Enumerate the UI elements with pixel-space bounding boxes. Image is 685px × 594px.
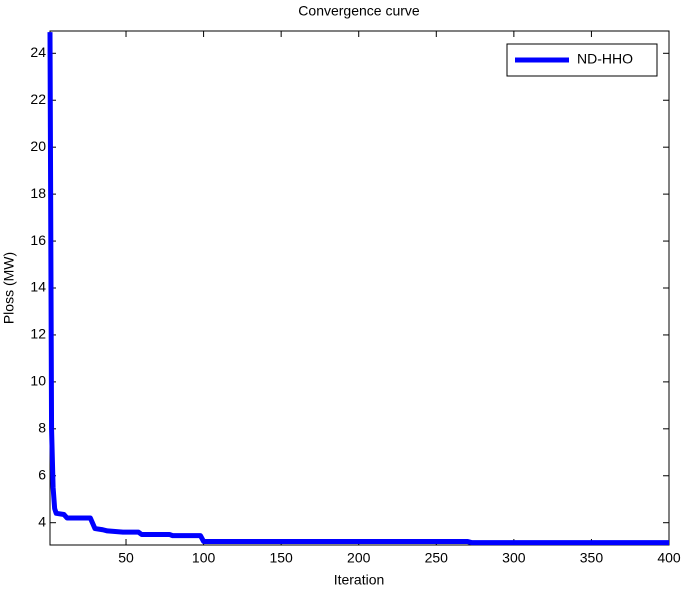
y-tick-label: 18: [30, 185, 46, 201]
chart-title: Convergence curve: [298, 3, 420, 19]
y-tick-label: 6: [38, 466, 46, 482]
y-tick-label: 10: [30, 373, 46, 389]
y-axis-label: Ploss (MW): [1, 252, 17, 324]
y-tick-label: 8: [38, 420, 46, 436]
y-tick-label: 20: [30, 138, 46, 154]
x-axis-label: Iteration: [334, 572, 385, 588]
x-tick-label: 200: [347, 550, 371, 566]
x-tick-label: 400: [657, 550, 681, 566]
y-tick-label: 16: [30, 232, 46, 248]
legend-label: ND-HHO: [577, 51, 633, 67]
plot-frame: [49, 30, 670, 546]
x-tick-label: 150: [269, 550, 293, 566]
x-tick-label: 300: [502, 550, 526, 566]
y-tick-label: 24: [30, 44, 46, 60]
y-tick-label: 14: [30, 279, 46, 295]
x-tick-label: 100: [192, 550, 216, 566]
y-tick-label: 4: [38, 513, 46, 529]
x-tick-label: 50: [118, 550, 134, 566]
y-tick-label: 12: [30, 326, 46, 342]
y-tick-label: 22: [30, 91, 46, 107]
data-line: [47, 32, 669, 546]
x-tick-label: 250: [425, 550, 449, 566]
x-tick-label: 350: [580, 550, 604, 566]
